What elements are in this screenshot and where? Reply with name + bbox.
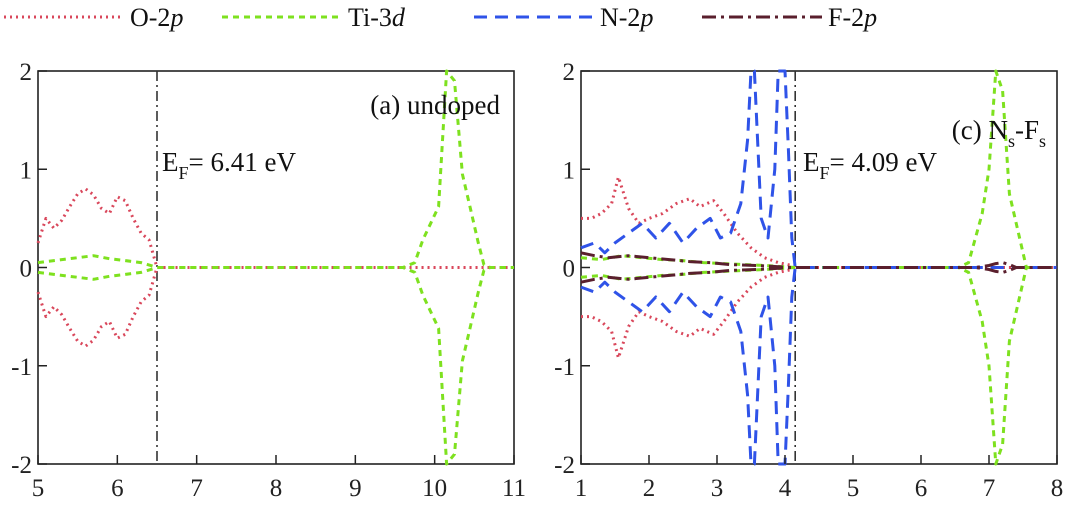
panel-c-ytick-label: 0 [563, 256, 576, 283]
panel-c-fermi-label: EF= 4.09 eV [803, 147, 937, 183]
panel-a-xtick-label: 8 [270, 475, 283, 502]
panel-c-xtick-label: 5 [847, 475, 860, 502]
panel-c-ti-3d-upper-curve [580, 69, 1057, 269]
panel-a-xtick-label: 7 [190, 475, 203, 502]
legend: O-2p Ti-3d N-2p F-2p [4, 3, 877, 32]
panel-c-ti-3d-lower-curve [580, 266, 1057, 466]
panel-c-ns-fs: 1 2 3 4 5 6 7 8 2 1 0 -1 -2 (c) Ns-Fs EF= 4.09 eV [554, 59, 1063, 502]
panel-c-xtick-label: 3 [711, 475, 724, 502]
panel-c-ytick-label: 1 [563, 157, 576, 184]
panel-a-o-2p-lower-curve [36, 266, 514, 348]
panel-c-n-2p-upper-curve [580, 69, 1057, 269]
panel-a-fermi-label: EF= 6.41 eV [162, 147, 296, 183]
panel-a-xtick-label: 11 [502, 475, 526, 502]
legend-label-1: O-2p [130, 3, 183, 32]
panel-c-xtick-label: 8 [1051, 475, 1064, 502]
panel-c-ytick-label: -1 [554, 354, 575, 381]
panel-a-ytick-label: -2 [11, 452, 32, 479]
panel-a-xtick-label: 6 [111, 475, 124, 502]
panel-a-xtick-label: 9 [349, 475, 362, 502]
panel-a-ytick-label: 0 [20, 256, 33, 283]
panel-a-ti-3d-upper-curve [37, 69, 514, 269]
panel-a-label: (a) undoped [370, 90, 500, 120]
panel-a-ti-3d-lower-curve [37, 266, 514, 466]
panel-a-ytick-label: -1 [11, 354, 32, 381]
panel-c-xtick-label: 4 [779, 475, 792, 502]
panel-a-o-2p-upper-curve [36, 187, 514, 269]
panel-c-label: (c) Ns-Fs [952, 115, 1046, 151]
legend-label-2: Ti-3d [348, 3, 406, 32]
legend-label-3: N-2p [600, 3, 653, 32]
panel-c-xtick-label: 2 [643, 475, 656, 502]
legend-label-4: F-2p [828, 3, 877, 32]
panel-c-ytick-label: 2 [563, 59, 576, 86]
panel-a-xtick-label: 5 [32, 475, 45, 502]
panel-c-xtick-label: 1 [575, 475, 588, 502]
panel-c-ticks: 1 2 3 4 5 6 7 8 2 1 0 -1 -2 [554, 59, 1063, 502]
panel-c-xtick-label: 6 [915, 475, 928, 502]
panel-c-f-2p-lower-curve [580, 266, 1057, 284]
panel-a-xtick-label: 10 [422, 475, 447, 502]
panel-c-xtick-label: 7 [983, 475, 996, 502]
panel-c-f-2p-upper-curve [580, 251, 1057, 269]
panel-c-curves [580, 69, 1057, 466]
panel-c-n-2p-lower-curve [580, 266, 1057, 466]
panel-a-curves [36, 69, 514, 466]
panel-c-ytick-label: -2 [554, 452, 575, 479]
panel-a-ytick-label: 1 [20, 157, 33, 184]
panel-a-ytick-label: 2 [20, 59, 33, 86]
